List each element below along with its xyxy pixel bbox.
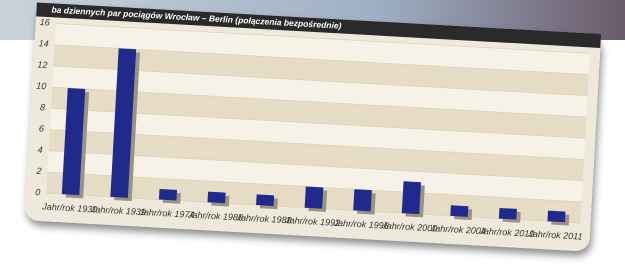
y-tick-label: 12 — [37, 59, 48, 70]
y-tick-label: 10 — [36, 81, 47, 92]
y-tick-label: 16 — [40, 17, 51, 28]
bar — [402, 181, 421, 214]
page: {"chart_data": {"type": "bar", "title": … — [0, 0, 625, 268]
chart: ba dziennych par pociągów Wrocław – Berl… — [0, 0, 625, 268]
bar — [207, 192, 225, 204]
bar — [353, 189, 372, 211]
bar — [450, 205, 468, 217]
bar — [256, 194, 274, 206]
y-tick-label: 14 — [38, 38, 49, 49]
bar — [159, 189, 177, 201]
y-tick-label: 4 — [37, 145, 43, 155]
bar — [305, 186, 324, 208]
bar — [547, 211, 565, 223]
y-tick-label: 2 — [35, 166, 42, 176]
bar — [499, 208, 517, 220]
y-tick-label: 0 — [35, 187, 41, 197]
y-tick-label: 6 — [39, 123, 45, 133]
y-tick-label: 8 — [40, 102, 46, 112]
